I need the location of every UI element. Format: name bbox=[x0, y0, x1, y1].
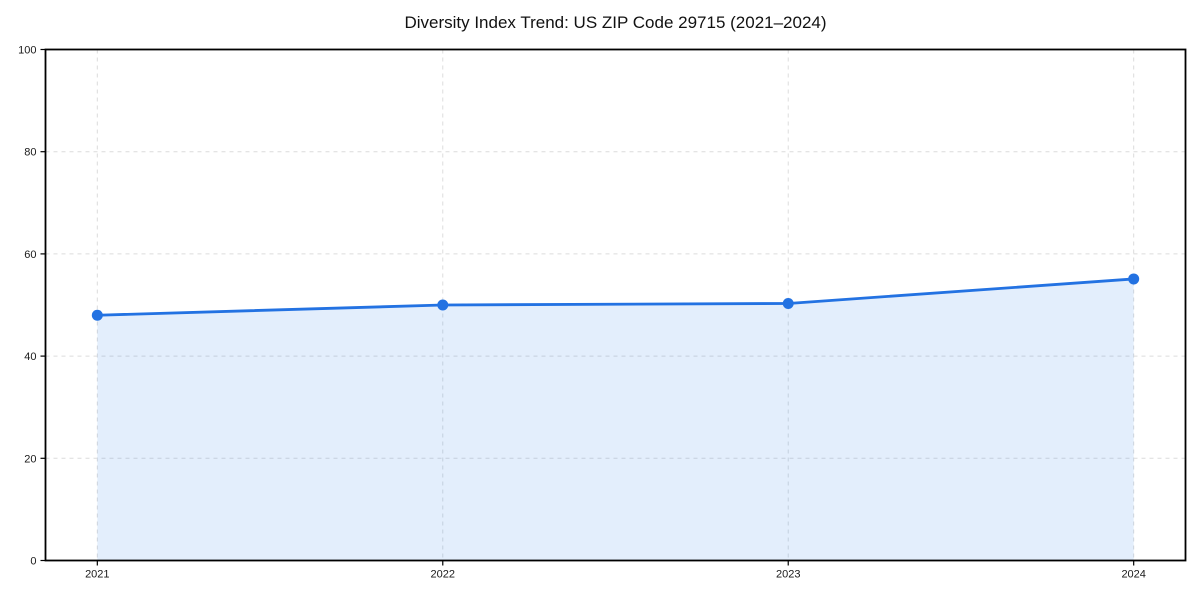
data-point bbox=[91, 309, 103, 321]
trend-line bbox=[95, 277, 1136, 317]
y-tick-label: 100 bbox=[18, 45, 36, 57]
data-point bbox=[437, 299, 449, 311]
plot-frame bbox=[44, 48, 1187, 562]
x-tick-label: 2023 bbox=[776, 569, 800, 581]
data-point bbox=[782, 297, 794, 309]
y-tick-label: 40 bbox=[24, 351, 36, 363]
area-fill bbox=[97, 278, 1134, 561]
x-tick-label: 2021 bbox=[85, 569, 109, 581]
y-tick-label: 20 bbox=[24, 453, 36, 465]
y-tick-label: 60 bbox=[24, 249, 36, 261]
x-tick-label: 2022 bbox=[431, 569, 455, 581]
y-tick-label: 0 bbox=[30, 556, 36, 568]
y-tick-label: 80 bbox=[24, 147, 36, 159]
chart-title: Diversity Index Trend: US ZIP Code 29715… bbox=[404, 13, 827, 32]
x-tick-label: 2024 bbox=[1121, 569, 1145, 581]
data-point bbox=[1128, 273, 1140, 285]
